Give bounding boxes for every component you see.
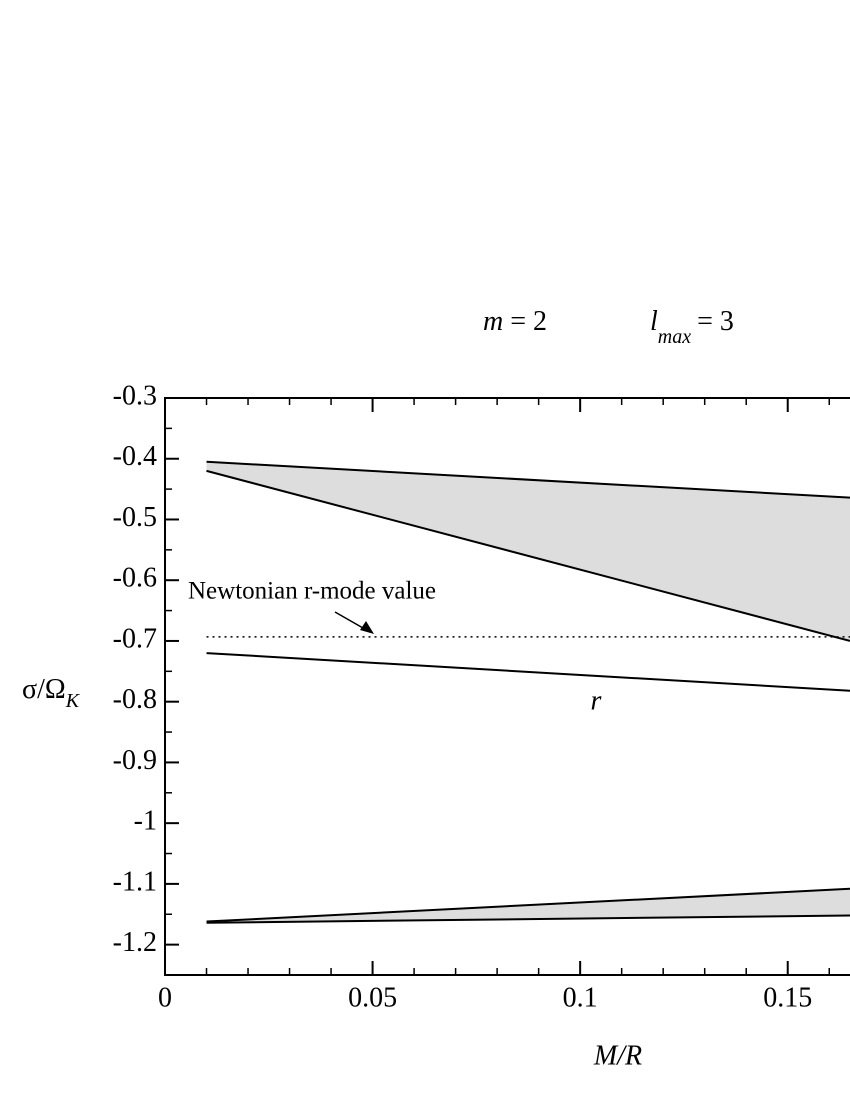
chart-subtitle: lmax = 3: [650, 306, 734, 347]
chart-title: m = 2: [483, 306, 547, 337]
arrow-head: [360, 621, 374, 634]
y-tick-label: -0.9: [113, 745, 157, 776]
title-m-value: = 2: [510, 306, 547, 337]
title-l: l: [650, 306, 658, 337]
plot-frame: [164, 397, 850, 976]
y-label-main: σ/Ω: [22, 674, 66, 705]
x-tick-label: 0.1: [563, 982, 598, 1013]
y-tick-label: -0.5: [113, 502, 157, 533]
y-tick-label: -0.3: [113, 380, 157, 411]
band-fill: [206, 461, 850, 641]
y-tick-label: -0.8: [113, 684, 157, 715]
title-m: m: [483, 306, 503, 337]
y-tick-label: -0.7: [113, 623, 157, 654]
x-axis-label: M/R: [593, 1040, 642, 1071]
series-line: [206, 652, 850, 692]
title-l-sub: max: [658, 326, 691, 348]
y-tick-label: -1: [134, 806, 157, 837]
annotation: Newtonian r-mode value: [188, 578, 436, 605]
y-label-sub: K: [65, 690, 81, 712]
band-edge: [206, 460, 850, 499]
y-tick-label: -0.4: [113, 441, 157, 472]
title-l-value: = 3: [697, 306, 734, 337]
y-axis-label: σ/ΩK: [22, 674, 81, 711]
x-tick-label: 0.15: [763, 982, 812, 1013]
y-tick-label: -1.1: [113, 866, 157, 897]
x-tick-label: 0.05: [348, 982, 397, 1013]
y-tick-label: -0.6: [113, 563, 157, 594]
band-edge: [206, 914, 850, 924]
band-edge: [206, 469, 850, 642]
x-tick-label: 0: [158, 982, 172, 1013]
band-edge: [206, 887, 850, 923]
series-label: r: [591, 686, 602, 717]
y-tick-label: -1.2: [113, 927, 157, 958]
